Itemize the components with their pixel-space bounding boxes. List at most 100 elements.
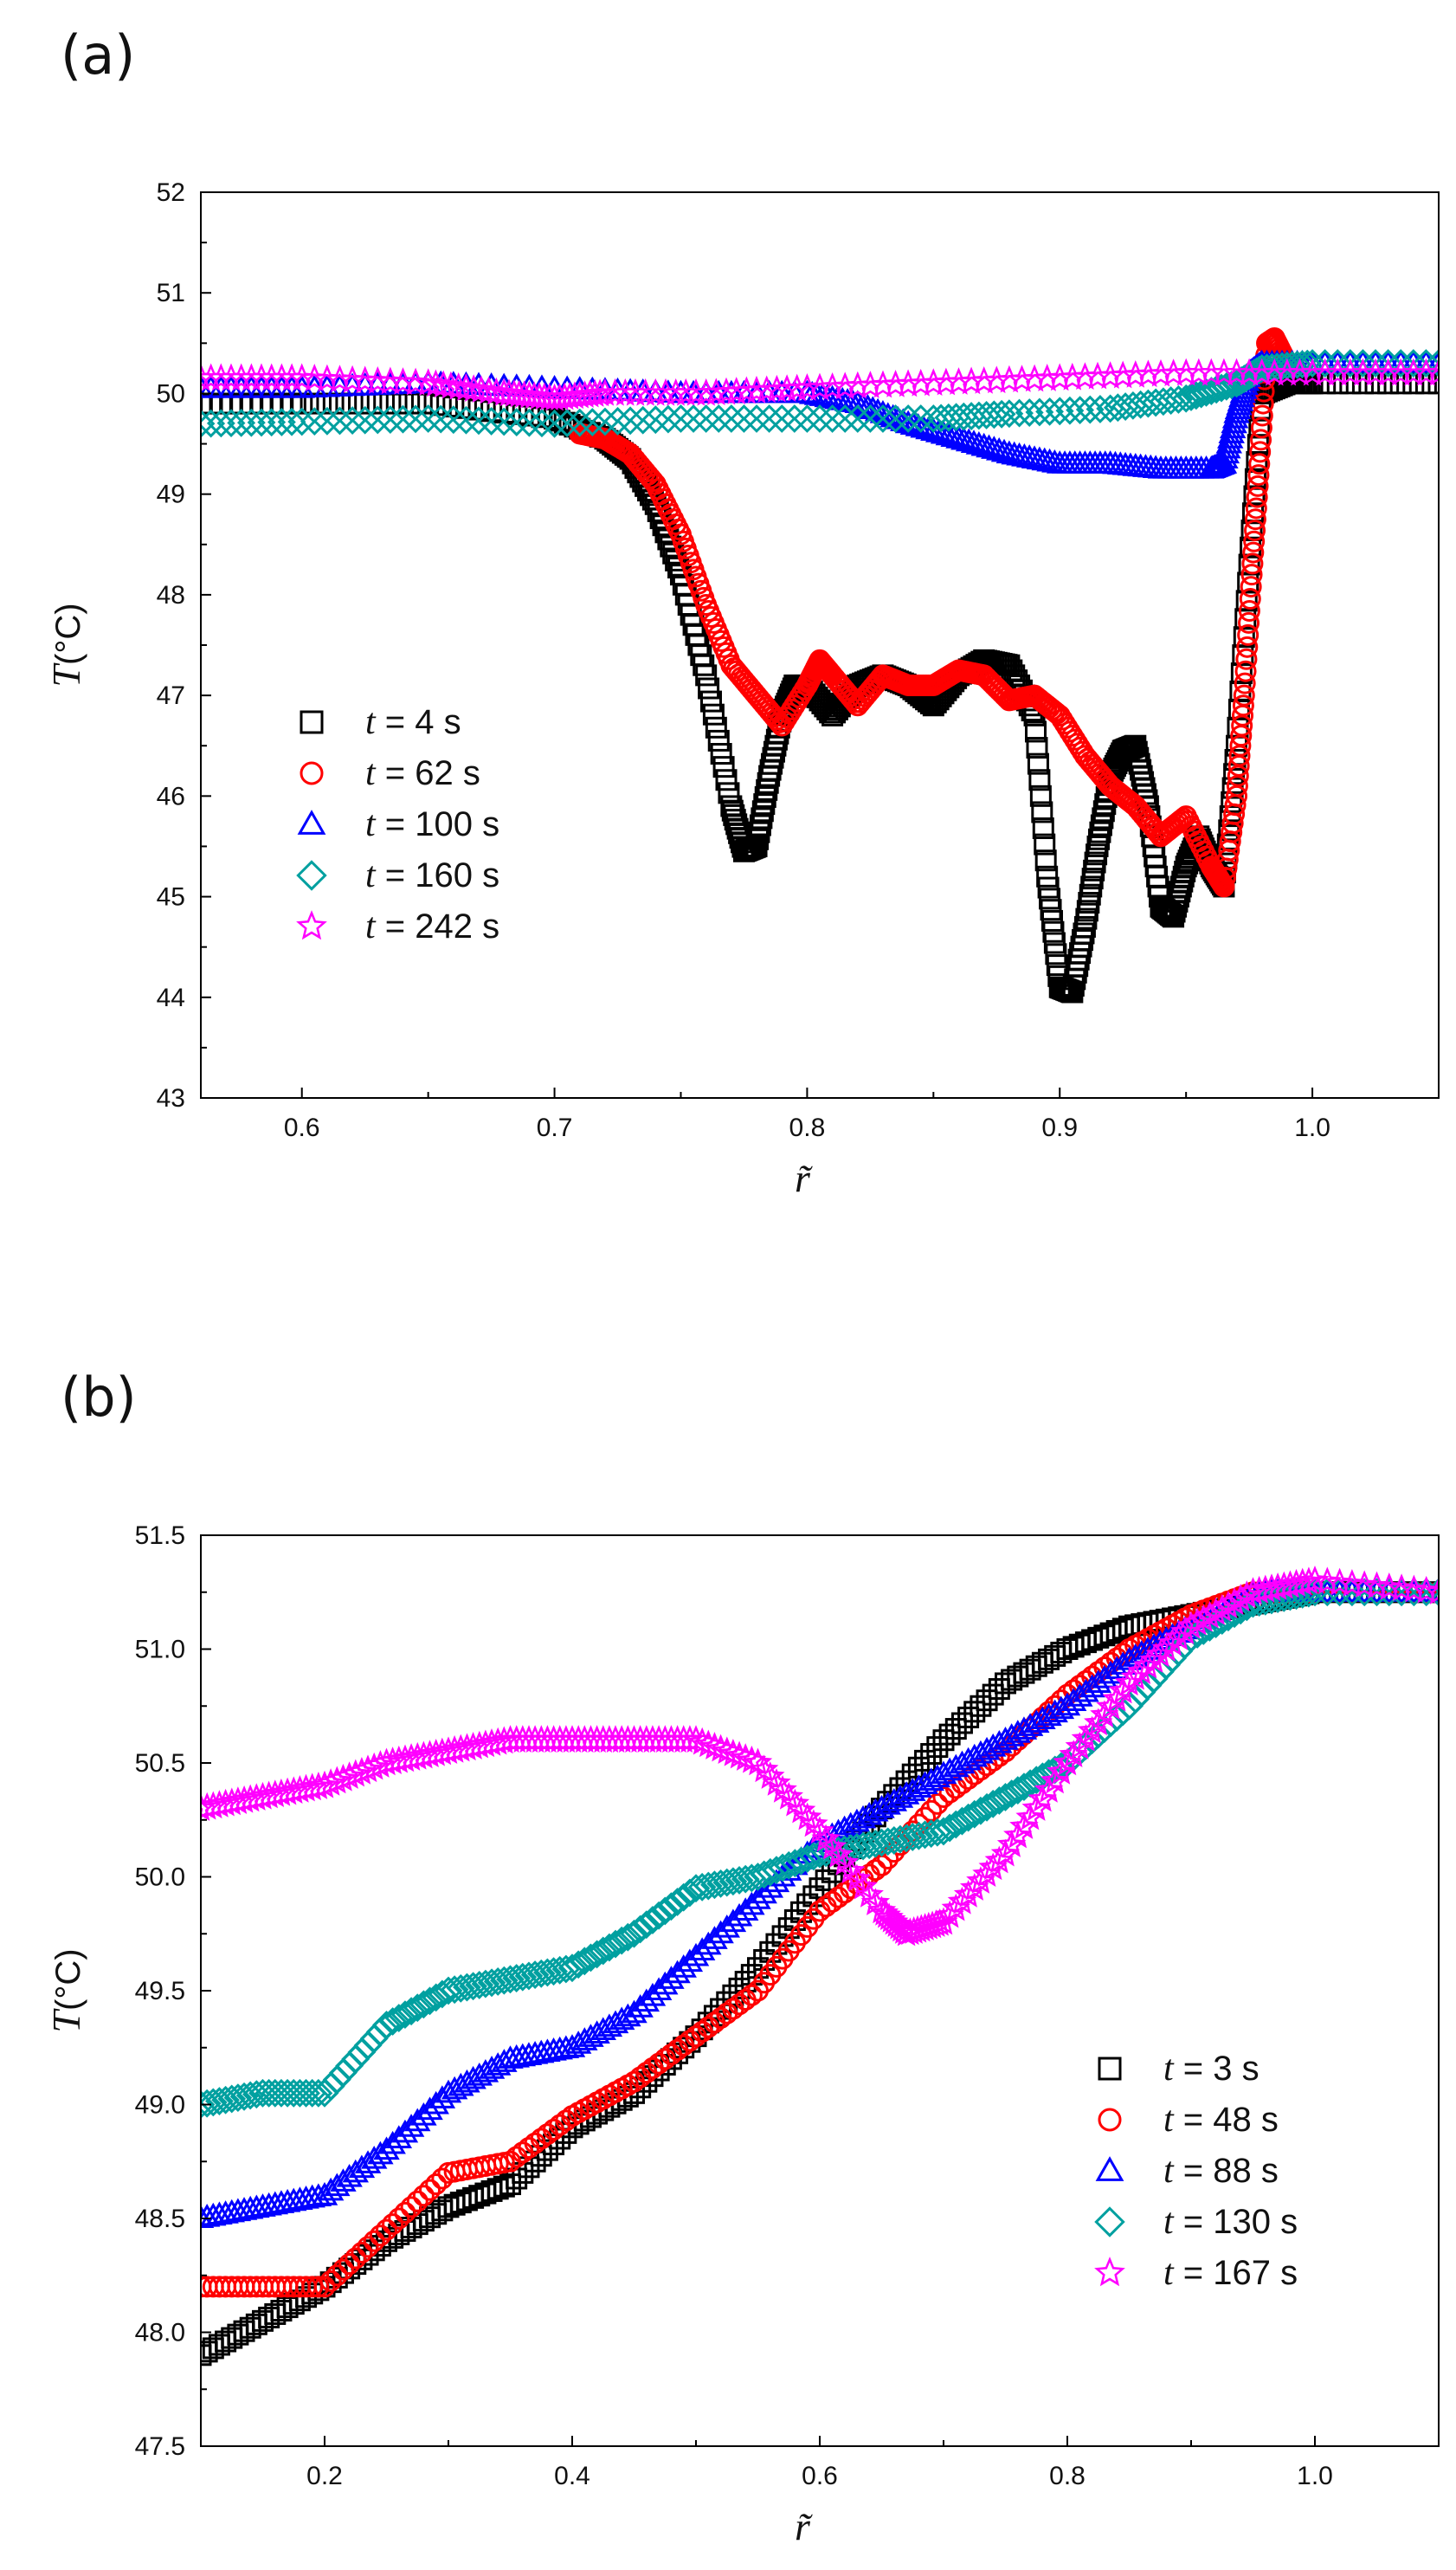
data-point-a-3 (926, 404, 956, 433)
data-point-b-2 (855, 1801, 883, 1825)
data-point-a-3 (918, 404, 948, 433)
data-point-b-3 (416, 1986, 444, 2016)
data-point-a-3 (277, 407, 306, 436)
data-point-a-3 (201, 409, 216, 438)
data-point-b-4 (762, 1768, 791, 1796)
data-point-b-2 (422, 2090, 449, 2115)
data-point-b-3 (978, 1789, 1008, 1818)
data-point-a-0 (1036, 865, 1059, 888)
data-point-b-4 (1170, 1617, 1200, 1644)
legend-a: t = 4 st = 62 st = 100 st = 160 st = 242… (296, 702, 499, 946)
data-point-a-3 (1386, 349, 1415, 378)
x-axis-label-b: r̃ (795, 2504, 814, 2548)
data-point-a-3 (1025, 397, 1054, 427)
data-point-b-4 (854, 1879, 884, 1908)
data-point-b-2 (924, 1764, 951, 1788)
data-point-b-0 (914, 1749, 937, 1772)
data-point-b-3 (267, 2078, 296, 2108)
data-point-b-2 (701, 1926, 728, 1949)
data-point-a-3 (426, 404, 455, 434)
data-point-b-4 (749, 1754, 779, 1783)
data-point-b-4 (1077, 1715, 1107, 1744)
y-tick-label-b: 50.5 (135, 1749, 185, 1778)
legend-text-a: = 4 s (376, 703, 461, 741)
data-point-b-2 (886, 1785, 914, 1808)
data-point-b-2 (664, 1960, 691, 1984)
legend-var-a: t (365, 753, 377, 793)
data-point-b-2 (1041, 1699, 1068, 1723)
legend-marker-b (1094, 2257, 1125, 2287)
data-point-a-3 (414, 404, 443, 433)
data-point-a-3 (906, 404, 936, 433)
legend-label-b: t = 3 s (1163, 2049, 1260, 2089)
data-point-b-3 (929, 1817, 958, 1846)
data-point-b-2 (719, 1908, 747, 1933)
data-point-b-3 (626, 1915, 655, 1944)
data-point-a-3 (692, 404, 721, 433)
data-point-b-2 (608, 2006, 635, 2031)
data-point-a-2 (768, 379, 796, 404)
data-point-b-3 (1182, 1619, 1212, 1649)
data-point-b-2 (627, 1994, 654, 2018)
data-point-b-4 (1102, 1683, 1131, 1712)
series-b-4 (201, 1566, 1439, 1947)
data-point-b-2 (751, 1880, 777, 1904)
legend-label-b: t = 88 s (1163, 2151, 1279, 2191)
data-point-b-2 (379, 2130, 406, 2154)
data-point-b-3 (669, 1882, 699, 1912)
data-point-a-3 (1424, 349, 1439, 378)
data-point-a-0 (429, 394, 452, 416)
data-point-a-3 (247, 408, 276, 437)
y-axis-label-a: T(°C) (44, 603, 88, 687)
plot-area-a (201, 327, 1439, 1004)
data-point-b-3 (589, 1936, 618, 1966)
data-point-a-3 (742, 404, 771, 433)
data-point-a-0 (1427, 372, 1439, 395)
legend-item-b: t = 167 s (1094, 2253, 1298, 2293)
data-point-a-3 (1311, 349, 1340, 378)
data-point-a-0 (1045, 943, 1067, 965)
data-point-a-3 (257, 408, 287, 437)
y-tick-label-a: 49 (157, 481, 185, 509)
data-point-b-4 (1028, 1784, 1058, 1812)
data-point-b-0 (932, 1729, 955, 1752)
data-point-a-3 (565, 408, 595, 437)
data-point-b-2 (986, 1729, 1013, 1753)
data-point-b-2 (1016, 1713, 1044, 1736)
data-point-b-4 (774, 1781, 804, 1810)
legend-var-a: t (365, 702, 377, 742)
data-point-b-0 (957, 1706, 980, 1728)
data-point-b-3 (966, 1796, 995, 1825)
data-point-a-3 (452, 405, 480, 435)
data-point-b-1 (338, 2253, 361, 2276)
data-point-b-1 (864, 1859, 886, 1882)
data-point-b-2 (633, 1988, 660, 2012)
data-point-a-4 (782, 373, 812, 402)
data-point-a-3 (325, 406, 354, 436)
data-point-a-3 (1055, 396, 1085, 425)
data-point-a-0 (1034, 849, 1057, 872)
data-point-b-3 (941, 1810, 970, 1839)
y-tick-label-b: 51.0 (135, 1636, 185, 1664)
data-point-a-2 (1362, 349, 1389, 373)
x-tick-label-b: 0.2 (306, 2462, 343, 2490)
data-point-b-0 (301, 2283, 324, 2305)
y-axis-label-b: T(°C) (44, 1948, 88, 2032)
data-point-b-1 (307, 2276, 330, 2298)
data-point-a-3 (338, 406, 367, 436)
data-point-b-3 (650, 1896, 680, 1926)
data-point-b-2 (577, 2024, 604, 2047)
data-point-a-3 (1149, 387, 1178, 416)
data-point-a-4 (451, 373, 481, 401)
panel-label-a: (a) (61, 23, 135, 87)
data-point-b-2 (744, 1886, 771, 1909)
data-point-b-3 (378, 2007, 408, 2036)
y-tick-label-b: 47.5 (135, 2432, 185, 2461)
data-point-a-3 (1133, 389, 1163, 418)
data-point-b-4 (848, 1871, 878, 1900)
data-point-b-3 (1021, 1766, 1051, 1795)
data-point-b-1 (400, 2196, 422, 2218)
data-point-a-2 (781, 379, 809, 404)
legend-marker-a (296, 910, 327, 940)
data-point-a-1 (1249, 441, 1272, 463)
